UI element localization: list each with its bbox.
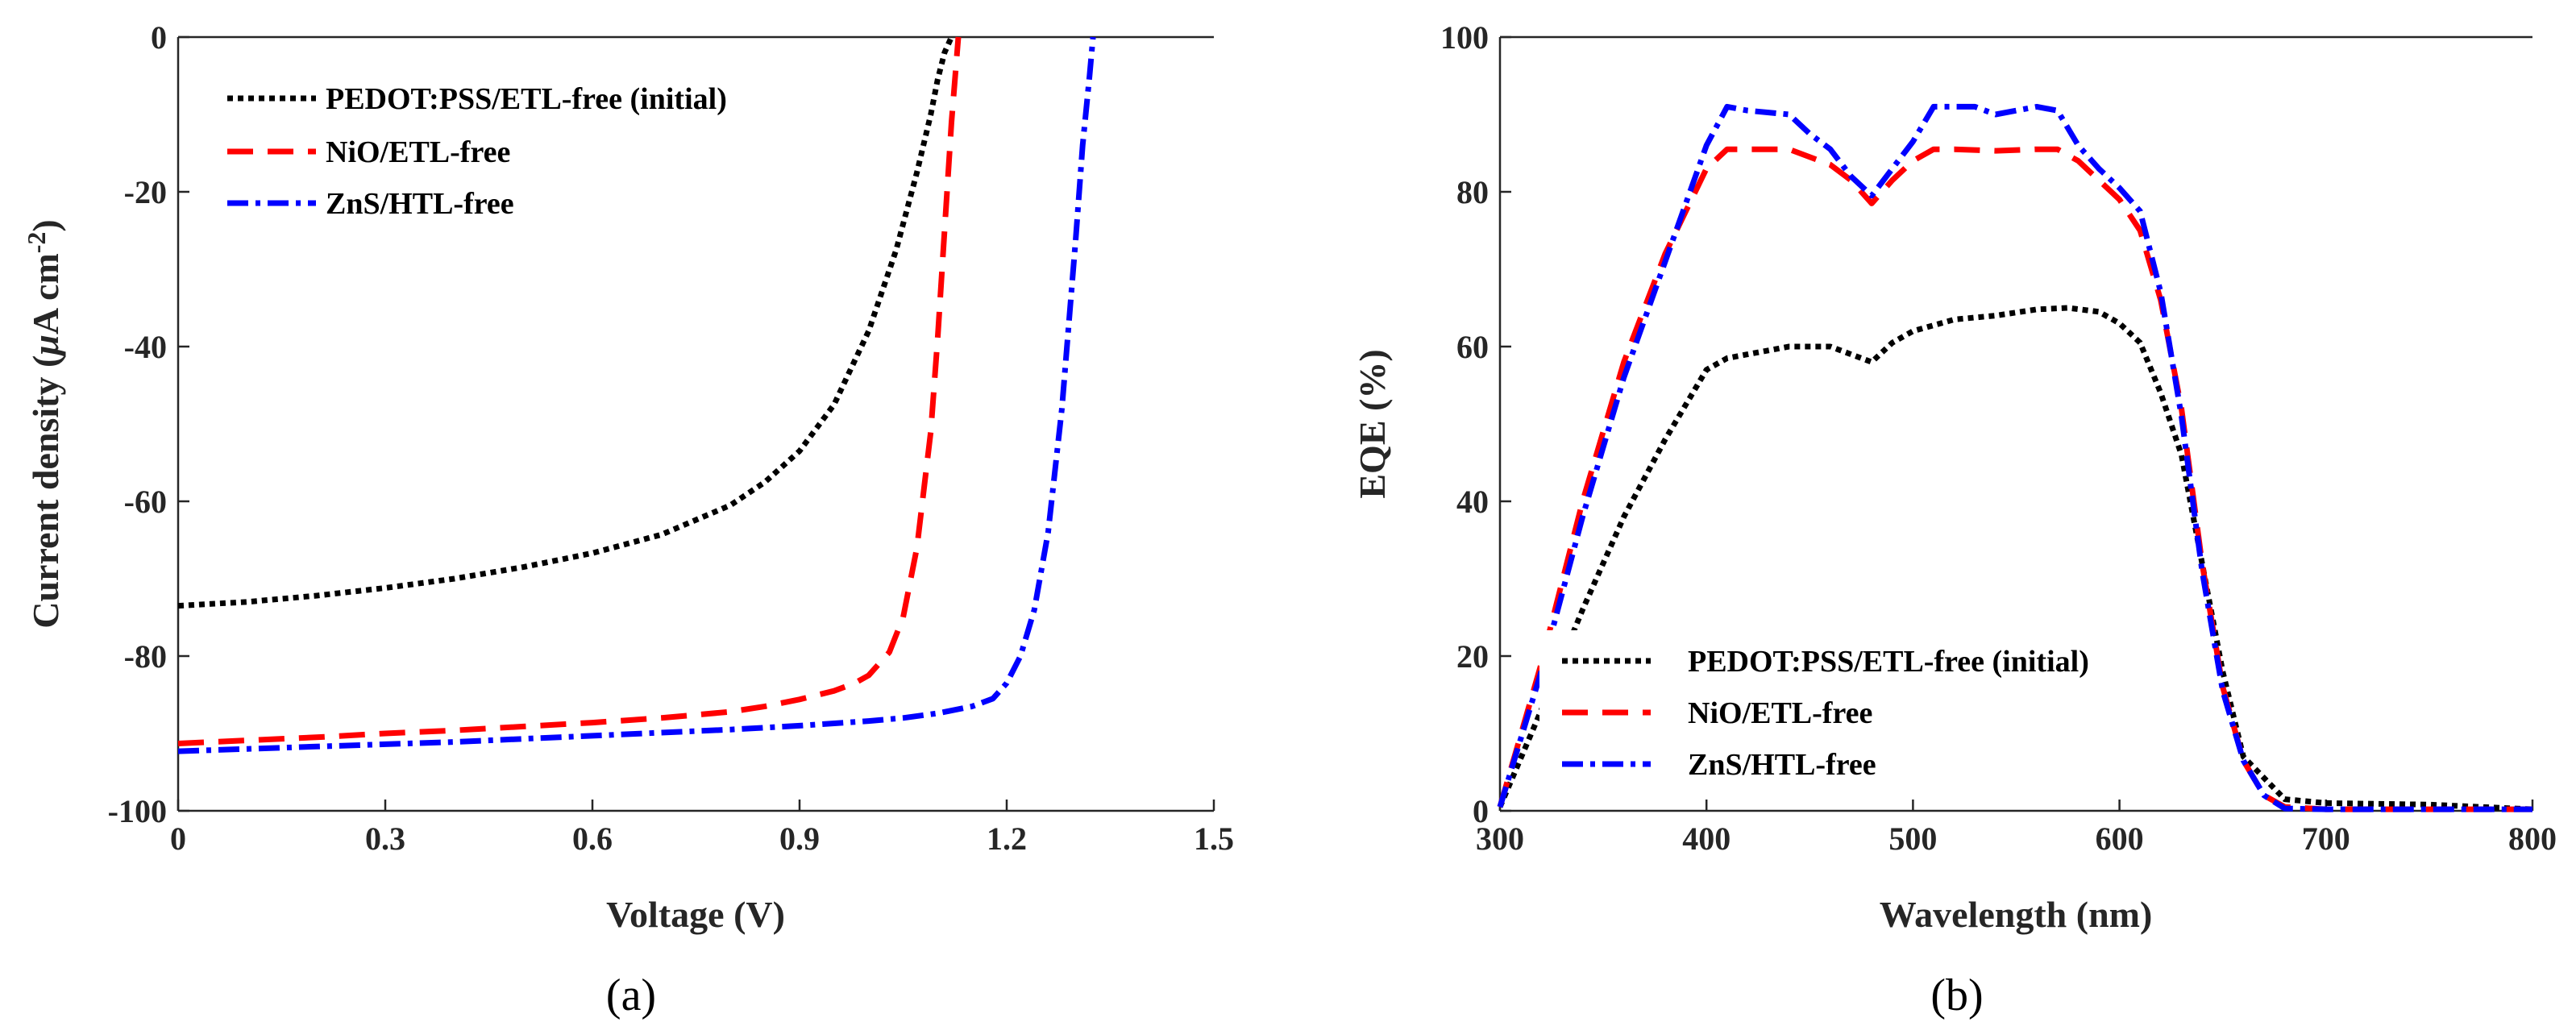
panel-a-legend-item-nio: NiO/ETL-free [227, 135, 510, 169]
panel-b-x-tick-label: 600 [2096, 820, 2144, 857]
panel-a-x-axis-label: Voltage (V) [606, 894, 785, 935]
panel-b-x-tick-label: 700 [2302, 820, 2350, 857]
panel-b-y-ticks: 0 20 40 60 80 100 [1440, 19, 1511, 829]
panel-a-y-tick-label: -60 [124, 484, 167, 520]
panel-a-x-tick-label: 1.5 [1194, 820, 1234, 857]
panel-a-jv-chart: 0 0.3 0.6 0.9 1.2 1.5 0 -20 -40 -60 -80 -100 Volta… [22, 19, 1234, 1020]
panel-b-y-tick-label: 60 [1456, 329, 1489, 365]
panel-a-axes [177, 35, 1214, 812]
panel-b-y-tick-label: 0 [1473, 793, 1489, 829]
panel-b-series [1497, 103, 2533, 812]
panel-a-x-tick-label: 0.9 [779, 820, 820, 857]
panel-b-y-axis-label: EQE (%) [1352, 349, 1393, 498]
panel-b-x-tick-label: 800 [2508, 820, 2557, 857]
panel-a-y-tick-label: -20 [124, 174, 167, 210]
panel-a-y-tick-label: -40 [124, 329, 167, 365]
panel-a-x-tick-label: 0.3 [365, 820, 405, 857]
panel-a-series [177, 35, 1096, 754]
panel-b-y-tick-label: 100 [1440, 19, 1489, 56]
panel-a-y-axis-label-unit: A cm [25, 253, 66, 334]
panel-b-y-tick-label: 80 [1456, 174, 1489, 210]
panel-b-eqe-chart: 300 400 500 600 700 800 0 20 40 60 80 100 Waveleng… [1352, 19, 2557, 1020]
panel-a-legend-item-pedot: PEDOT:PSS/ETL-free (initial) [227, 82, 727, 116]
panel-b-x-tick-label: 400 [1682, 820, 1730, 857]
panel-b-legend-item-nio: NiO/ETL-free [1562, 696, 1872, 730]
panel-a-series-line-pedot-pss [177, 35, 954, 609]
panel-b-x-ticks: 300 400 500 600 700 800 [1476, 800, 2557, 857]
panel-a-legend-label-pedot: PEDOT:PSS/ETL-free (initial) [326, 82, 727, 116]
panel-b-series-line-zns [1497, 103, 2532, 812]
panel-b-legend-background [1539, 630, 2208, 788]
panel-a-x-ticks: 0 0.3 0.6 0.9 1.2 1.5 [170, 800, 1234, 857]
panel-b-y-tick-label: 20 [1456, 638, 1489, 675]
panel-b-legend-label-pedot: PEDOT:PSS/ETL-free (initial) [1688, 645, 2089, 679]
panel-a-legend-label-nio: NiO/ETL-free [326, 135, 510, 169]
panel-a-y-tick-label: -100 [108, 793, 167, 829]
panel-b-legend-label-zns: ZnS/HTL-free [1688, 748, 1876, 782]
panel-b-x-tick-label: 500 [1888, 820, 1937, 857]
panel-b-series-line-pedot-pss [1497, 305, 2533, 812]
panel-a-y-axis-label-mu: μ [25, 334, 66, 357]
panel-a-x-tick-label: 1.2 [987, 820, 1027, 857]
panel-a-series-line-nio [177, 36, 962, 746]
panel-a-legend-label-zns: ZnS/HTL-free [326, 187, 514, 221]
panel-a-y-axis-label-main: Current density ( [25, 355, 66, 629]
panel-b-legend: PEDOT:PSS/ETL-free (initial) NiO/ETL-fre… [1539, 630, 2208, 788]
panel-a-y-ticks: 0 -20 -40 -60 -80 -100 [108, 19, 189, 829]
panel-b-legend-item-zns: ZnS/HTL-free [1562, 748, 1876, 782]
panel-b-x-axis-label: Wavelength (nm) [1880, 894, 2153, 935]
panel-a-legend-item-zns: ZnS/HTL-free [227, 187, 514, 221]
panel-a-y-axis-label-close: ) [25, 219, 66, 231]
panel-b-legend-label-nio: NiO/ETL-free [1688, 696, 1872, 730]
panel-b-y-tick-label: 40 [1456, 484, 1489, 520]
panel-a-label: (a) [606, 970, 656, 1020]
panel-a-y-tick-label: 0 [151, 19, 167, 56]
panel-a-y-axis-label-exp: -2 [22, 232, 51, 254]
panel-a-x-tick-label: 0 [170, 820, 186, 857]
panel-a-x-tick-label: 0.6 [572, 820, 613, 857]
panel-a-y-axis-label: Current density (μA cm-2) [22, 219, 66, 629]
panel-b-label: (b) [1930, 970, 1983, 1020]
panel-a-y-tick-label: -80 [124, 638, 167, 675]
panel-b-legend-item-pedot: PEDOT:PSS/ETL-free (initial) [1562, 645, 2089, 679]
panel-a-series-line-zns [177, 36, 1096, 754]
panel-a-legend: PEDOT:PSS/ETL-free (initial) NiO/ETL-fre… [227, 82, 727, 221]
panel-b-x-tick-label: 300 [1476, 820, 1524, 857]
